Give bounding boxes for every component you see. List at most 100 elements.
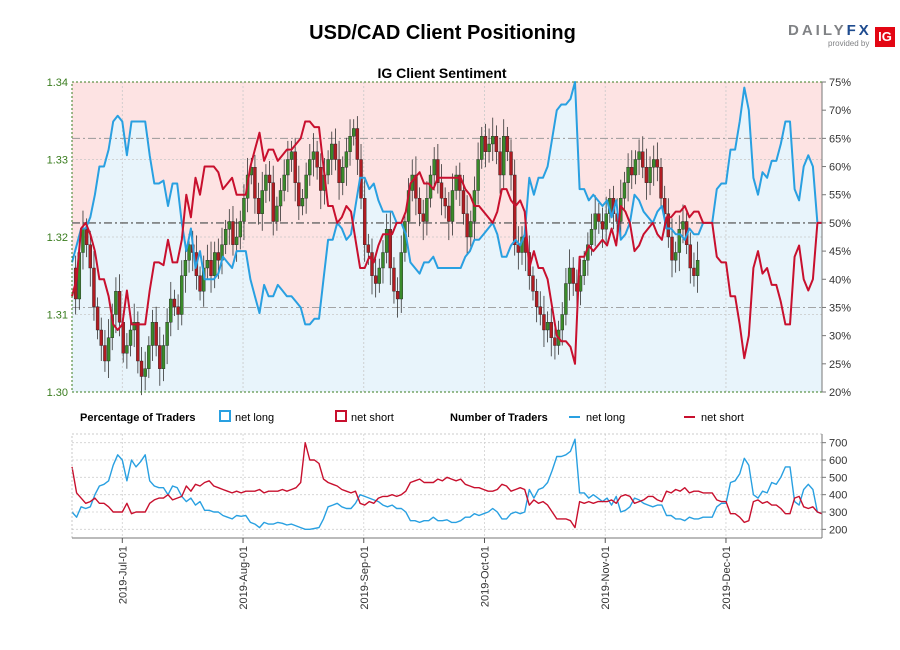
candle-body xyxy=(399,252,403,300)
candle-body xyxy=(377,267,382,284)
candle-body xyxy=(373,275,378,284)
percent-tick-label: 75% xyxy=(829,77,851,89)
candle-body xyxy=(341,167,345,183)
count-tick-label: 200 xyxy=(829,524,847,536)
candle-body xyxy=(633,159,638,176)
candle-body xyxy=(333,143,338,160)
count-tick-label: 600 xyxy=(829,455,847,467)
candle-body xyxy=(337,159,341,183)
candle-body xyxy=(253,167,257,199)
candle-body xyxy=(125,345,129,354)
candle-body xyxy=(216,252,221,261)
candle-body xyxy=(395,291,400,300)
percent-tick-label: 50% xyxy=(829,218,851,230)
candle-body xyxy=(469,221,473,238)
candle-body xyxy=(567,267,572,284)
candle-body xyxy=(392,267,396,292)
candle-body xyxy=(465,213,469,238)
x-tick-label: 2019-Aug-01 xyxy=(238,546,250,610)
bottom-panel-frame xyxy=(71,433,823,539)
candle-body xyxy=(662,198,667,214)
percent-tick-label: 45% xyxy=(829,246,851,258)
price-tick-label: 1.30 xyxy=(47,387,68,399)
candle-body xyxy=(176,306,180,315)
logo-wordmark: DAILYFX xyxy=(788,22,872,39)
candle-body xyxy=(271,182,275,222)
candle-body xyxy=(278,190,283,207)
candle-body xyxy=(348,136,352,152)
percent-tick-label: 40% xyxy=(829,274,851,286)
candle-body xyxy=(600,221,605,230)
candle-body xyxy=(223,229,228,245)
candle-body xyxy=(436,159,440,183)
price-tick-label: 1.33 xyxy=(47,155,68,167)
net-short-percent-line xyxy=(71,120,822,365)
candle-body xyxy=(670,236,674,261)
candle-body xyxy=(659,167,663,199)
legend-heading-percentage: Percentage of Traders xyxy=(80,412,196,424)
price-tick-label: 1.34 xyxy=(47,77,68,89)
candle-body xyxy=(95,306,100,331)
candle-body xyxy=(128,329,133,346)
candle-body xyxy=(677,229,682,253)
price-tick-label: 1.32 xyxy=(47,232,68,244)
candle-body xyxy=(538,306,542,315)
candle-body xyxy=(498,151,502,176)
net-short-count-line xyxy=(71,442,823,529)
candle-body xyxy=(480,136,484,160)
x-tick-label: 2019-Jul-01 xyxy=(117,546,129,604)
candle-body xyxy=(487,143,491,152)
candle-body xyxy=(604,213,608,230)
candle-body xyxy=(150,322,155,346)
logo-word-fx: FX xyxy=(846,22,872,39)
candle-body xyxy=(476,159,480,191)
candle-body xyxy=(673,252,678,261)
candle-body xyxy=(597,213,601,222)
x-tick-label: 2019-Dec-01 xyxy=(721,546,733,610)
percent-tick-label: 30% xyxy=(829,331,851,343)
candle-body xyxy=(417,198,422,214)
candle-body xyxy=(286,159,290,176)
candle-body xyxy=(238,221,242,238)
candle-body xyxy=(425,198,429,222)
candle-body xyxy=(132,322,136,331)
candle-body xyxy=(161,345,166,369)
legend-label-short-num: net short xyxy=(701,412,744,424)
candle-body xyxy=(534,291,539,307)
ig-badge-icon: IG xyxy=(875,27,895,47)
panel-title: IG Client Sentiment xyxy=(377,65,506,81)
candle-body xyxy=(362,198,367,245)
candle-body xyxy=(209,260,213,276)
candle-body xyxy=(549,322,553,338)
candle-body xyxy=(491,136,495,145)
candle-body xyxy=(483,136,488,152)
candle-body xyxy=(198,275,202,292)
candle-body xyxy=(655,159,660,168)
candle-body xyxy=(231,221,235,245)
legend-label-short-pct: net short xyxy=(351,412,394,424)
candle-body xyxy=(84,229,89,245)
candle-body xyxy=(212,252,217,276)
candle-body xyxy=(641,151,645,168)
candle-body xyxy=(147,345,151,369)
percent-tick-label: 55% xyxy=(829,190,851,202)
candle-body xyxy=(227,221,232,230)
candle-body xyxy=(172,298,177,307)
candle-body xyxy=(99,329,103,346)
candle-body xyxy=(315,151,319,168)
candle-body xyxy=(183,260,188,276)
candle-body xyxy=(242,198,246,222)
candle-body xyxy=(454,174,458,191)
candle-body xyxy=(289,151,294,160)
candle-body xyxy=(630,167,634,176)
candle-body xyxy=(447,205,451,222)
legend-label-long-num: net long xyxy=(586,412,625,424)
candle-body xyxy=(256,198,261,214)
top-panel: IG Client Sentiment 1.30 1.31 1.32 1.33 1.34 2… xyxy=(47,65,852,399)
x-tick-label: 2019-Sep-01 xyxy=(359,546,371,610)
candle-body xyxy=(644,167,649,183)
candle-body xyxy=(432,159,436,176)
candle-body xyxy=(88,244,92,269)
candle-body xyxy=(319,167,323,191)
percent-tick-label: 35% xyxy=(829,302,851,314)
